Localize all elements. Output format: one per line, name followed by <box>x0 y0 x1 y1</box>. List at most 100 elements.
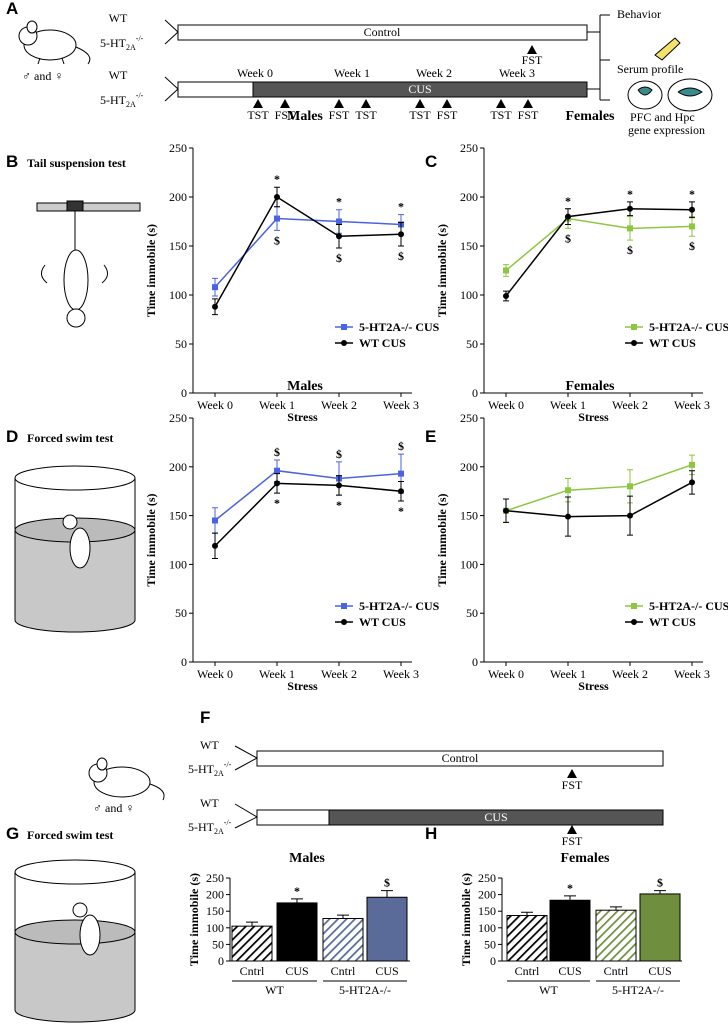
annotation: * <box>274 496 280 510</box>
annotation: $ <box>384 876 390 890</box>
arrow <box>334 99 344 108</box>
x-tick-label: Week 3 <box>383 398 419 412</box>
y-tick-label: 100 <box>169 557 187 571</box>
annotation: $ <box>657 876 663 890</box>
label: 2A <box>214 827 224 836</box>
arrow <box>280 99 290 108</box>
annotation: $ <box>689 239 695 253</box>
y-tick-label: 0 <box>472 655 478 669</box>
series-line <box>505 217 693 272</box>
arrow <box>361 99 371 108</box>
y-tick-label: 250 <box>169 411 187 425</box>
x-tick-label: CUS <box>558 964 581 978</box>
sexes: ♂ and ♀ <box>22 69 63 83</box>
marker <box>398 488 404 495</box>
tube-icon <box>654 37 681 61</box>
bracket <box>164 76 179 102</box>
test-label: FST <box>522 53 543 67</box>
genotype: 5-HT2A-/- <box>100 34 144 52</box>
error-bar <box>610 906 622 911</box>
x-axis-label: Stress <box>578 410 609 424</box>
annotation: $ <box>336 447 342 461</box>
annotation: * <box>274 172 280 186</box>
marker <box>336 233 342 240</box>
panel-letter: G <box>6 824 19 843</box>
output: gene expression <box>628 123 705 137</box>
series-line <box>505 464 693 512</box>
annotation: $ <box>627 243 633 257</box>
y-tick-label: 0 <box>181 386 187 400</box>
x-axis-label: Stress <box>578 679 609 693</box>
panel-letter: D <box>6 427 18 446</box>
marker <box>565 213 571 220</box>
marker <box>503 267 509 274</box>
marker <box>398 231 404 238</box>
timeline-bar <box>177 81 254 98</box>
y-tick-label: 0 <box>181 655 187 669</box>
y-tick-label: 250 <box>206 871 224 885</box>
legend-label: WT CUS <box>359 615 406 629</box>
error-bar <box>564 895 576 901</box>
panel-letter: C <box>425 152 437 171</box>
genotype: 5-HT2A-/- <box>188 760 232 778</box>
marker <box>212 542 218 549</box>
x-tick-label: Cntrl <box>240 964 265 978</box>
marker <box>274 480 280 487</box>
test-label: FST <box>275 108 296 122</box>
x-tick-label: Week 1 <box>550 667 586 681</box>
x-tick-label: Cntrl <box>515 964 540 978</box>
annotation: * <box>627 187 633 201</box>
series-line <box>505 481 693 518</box>
output: PFC and Hpc <box>630 110 695 124</box>
y-tick-label: 150 <box>478 904 496 918</box>
y-tick-label: 200 <box>206 888 224 902</box>
y-axis-label: Time immobile (s) <box>144 224 158 317</box>
label: -/- <box>136 91 144 100</box>
mouse-icon <box>18 20 91 65</box>
y-tick-label: 50 <box>212 937 224 951</box>
x-tick-label: Cntrl <box>604 964 629 978</box>
y-tick-label: 250 <box>460 411 478 425</box>
bar <box>276 902 318 962</box>
bracket <box>234 803 259 829</box>
chart-title: Males <box>289 851 325 866</box>
x-tick-label: CUS <box>375 964 398 978</box>
y-axis-label: Time immobile (s) <box>435 493 449 586</box>
marker <box>341 619 347 625</box>
x-tick-label: Week 0 <box>197 398 233 412</box>
chart-title: Females <box>561 851 611 866</box>
annotation: * <box>398 504 404 518</box>
y-tick-label: 200 <box>169 190 187 204</box>
annotation: * <box>336 195 342 209</box>
timeline-bar <box>256 809 330 826</box>
bracket <box>587 14 610 101</box>
x-axis-label: Stress <box>287 679 318 693</box>
marker <box>274 467 280 474</box>
bar <box>322 918 364 962</box>
label: 5-HT <box>100 36 127 50</box>
x-tick-label: Week 2 <box>321 398 357 412</box>
test-label: TST <box>247 108 269 122</box>
y-tick-label: 200 <box>460 460 478 474</box>
fst-icon <box>14 465 136 633</box>
output: Serum profile <box>617 62 683 76</box>
legend-label: WT CUS <box>649 336 696 350</box>
legend-label: 5-HT2A-/- CUS <box>649 320 728 334</box>
panel-letter: E <box>425 427 436 446</box>
timeline-bar <box>328 809 664 826</box>
marker <box>212 303 218 310</box>
marker <box>503 292 509 299</box>
y-axis-label: Time immobile (s) <box>187 873 201 966</box>
marker <box>341 340 347 346</box>
y-tick-label: 0 <box>218 954 224 968</box>
bar <box>366 896 408 962</box>
annotation: $ <box>274 233 280 247</box>
series-line <box>214 195 402 308</box>
x-axis-label: Stress <box>287 410 318 424</box>
series-line <box>214 482 402 547</box>
arrow <box>567 769 577 778</box>
arrow <box>496 99 506 108</box>
label: -/- <box>224 818 232 827</box>
x-tick-label: CUS <box>285 964 308 978</box>
y-tick-label: 100 <box>169 288 187 302</box>
